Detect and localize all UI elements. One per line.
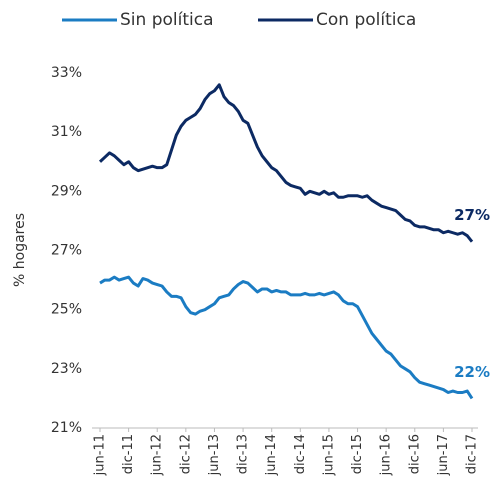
x-tick-label: dic-11 [121,434,136,474]
y-tick-label: 25% [51,302,82,318]
x-tick-label: dic-16 [407,434,422,474]
value-label: 27% [454,206,490,224]
legend-label: Con política [316,10,416,30]
y-tick-label: 21% [51,420,82,436]
x-tick-label: jun-11 [93,434,108,476]
y-tick-label: 27% [51,243,82,259]
x-tick-label: jun-15 [321,434,336,476]
x-tick-label: jun-14 [264,434,279,476]
value-label: 22% [454,363,490,381]
series-line [99,275,474,400]
y-tick-label: 29% [51,183,82,199]
x-tick-label: jun-17 [436,434,451,476]
x-tick-label: jun-16 [379,434,394,476]
x-tick-label: dic-17 [465,434,480,474]
x-tick-label: dic-13 [236,434,251,474]
y-tick-label: 23% [51,361,82,377]
series-line [98,83,474,243]
x-tick-label: jun-13 [207,434,222,476]
x-tick-label: dic-12 [178,434,193,474]
y-tick-label: 33% [51,65,82,81]
x-tick-label: dic-15 [350,434,365,474]
x-tick-label: jun-12 [150,434,165,476]
legend-label: Sin política [120,10,213,30]
x-tick-label: dic-14 [293,434,308,474]
y-axis-label: % hogares [12,213,28,287]
y-tick-label: 31% [51,124,82,140]
